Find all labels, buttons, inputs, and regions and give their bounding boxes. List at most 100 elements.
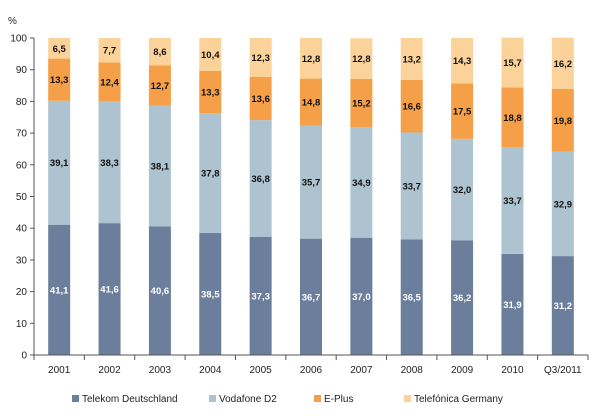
y-tick-label: 10 — [16, 319, 28, 330]
data-label: 12,4 — [100, 78, 119, 89]
bar-segment — [148, 38, 171, 66]
bar-segment — [451, 83, 474, 139]
bar-segment — [400, 38, 423, 80]
bar-segment — [300, 38, 322, 79]
x-category-label: 2004 — [199, 365, 222, 376]
bar-segment — [350, 237, 373, 355]
data-label: 34,9 — [352, 178, 371, 189]
bar-segment — [451, 240, 474, 355]
bar-segment — [249, 236, 272, 355]
y-tick-label: 80 — [16, 97, 28, 108]
data-label: 19,8 — [554, 116, 573, 127]
bar-segment — [451, 138, 474, 241]
y-axis-unit-label: % — [8, 16, 17, 27]
data-label: 35,7 — [302, 178, 321, 189]
bar-segment — [148, 105, 171, 227]
data-label: 7,7 — [103, 46, 116, 57]
data-label: 15,2 — [352, 98, 371, 109]
data-label: 36,5 — [402, 293, 421, 304]
bar-segment — [199, 113, 222, 233]
data-label: 32,0 — [453, 185, 472, 196]
data-label: 36,7 — [302, 292, 321, 303]
bar-segment — [199, 70, 222, 114]
data-label: 38,5 — [201, 289, 220, 300]
data-label: 18,8 — [503, 113, 522, 124]
x-category-label: 2010 — [501, 365, 524, 376]
legend-label: Telekom Deutschland — [82, 394, 178, 405]
x-category-label: Q3/2011 — [544, 365, 582, 376]
data-label: 36,8 — [251, 174, 270, 185]
bar-segment — [551, 37, 574, 90]
x-category-label: 2008 — [401, 365, 424, 376]
bar-segment — [551, 256, 574, 355]
data-label: 33,7 — [503, 196, 522, 207]
bar-segment — [98, 62, 121, 102]
legend-swatch — [314, 395, 321, 402]
y-tick-label: 60 — [16, 160, 28, 171]
bar-segment — [48, 100, 71, 225]
data-label: 14,3 — [453, 56, 472, 67]
x-category-label: 2005 — [250, 365, 273, 376]
bar-segment — [300, 78, 322, 126]
data-label: 32,9 — [554, 199, 573, 210]
data-label: 37,0 — [352, 292, 371, 303]
y-tick-label: 0 — [21, 351, 27, 362]
bar-segment — [48, 58, 71, 101]
legend-swatch — [72, 395, 79, 402]
data-label: 6,5 — [53, 44, 67, 55]
data-label: 41,1 — [50, 285, 69, 296]
legend-swatch — [404, 395, 411, 402]
bar-segment — [400, 239, 423, 355]
data-label: 31,9 — [503, 300, 522, 311]
bar-segment — [98, 101, 121, 224]
bar-segment — [300, 125, 322, 239]
x-category-label: 2006 — [300, 365, 323, 376]
y-tick-label: 20 — [16, 287, 28, 298]
bar-segment — [98, 223, 121, 355]
bar-segment — [551, 151, 574, 257]
data-label: 12,3 — [251, 53, 270, 64]
bar-segment — [350, 78, 373, 128]
data-label: 33,7 — [402, 181, 421, 192]
bar-segment — [400, 79, 423, 133]
bar-segment — [501, 147, 524, 254]
data-label: 37,3 — [251, 291, 270, 302]
bar-segment — [501, 37, 524, 88]
data-label: 37,8 — [201, 169, 220, 180]
data-label: 36,2 — [453, 293, 472, 304]
bar-segment — [400, 132, 423, 240]
data-label: 12,8 — [302, 54, 321, 65]
data-label: 31,2 — [554, 301, 573, 312]
data-label: 38,1 — [151, 161, 170, 172]
legend-label: Telefónica Germany — [414, 394, 503, 405]
bar-segment — [199, 232, 222, 355]
bar-segment — [451, 38, 474, 84]
data-label: 40,6 — [151, 286, 170, 297]
x-category-label: 2009 — [451, 365, 474, 376]
x-category-label: 2002 — [98, 365, 121, 376]
legend-label: Vodafone D2 — [219, 394, 277, 405]
bar-segment — [501, 87, 524, 148]
bar-segment — [501, 253, 524, 355]
y-tick-label: 100 — [10, 34, 27, 45]
data-label: 38,3 — [100, 158, 119, 169]
bar-segment — [249, 38, 272, 77]
data-label: 13,2 — [402, 54, 421, 65]
data-label: 39,1 — [50, 158, 69, 169]
bar-segment — [48, 224, 71, 355]
bar-segment — [350, 127, 373, 238]
data-label: 13,6 — [251, 94, 270, 105]
bar-segment — [300, 238, 322, 355]
data-label: 13,3 — [201, 88, 220, 99]
bar-segment — [98, 38, 121, 63]
data-label: 14,8 — [302, 98, 321, 109]
bar-segment — [199, 38, 222, 71]
bar-segment — [249, 76, 272, 121]
bar-segment — [148, 65, 171, 106]
y-tick-label: 90 — [16, 65, 28, 76]
x-category-label: 2001 — [48, 365, 71, 376]
data-label: 13,3 — [50, 75, 69, 86]
data-label: 10,4 — [201, 50, 220, 61]
bar-segment — [249, 120, 272, 237]
